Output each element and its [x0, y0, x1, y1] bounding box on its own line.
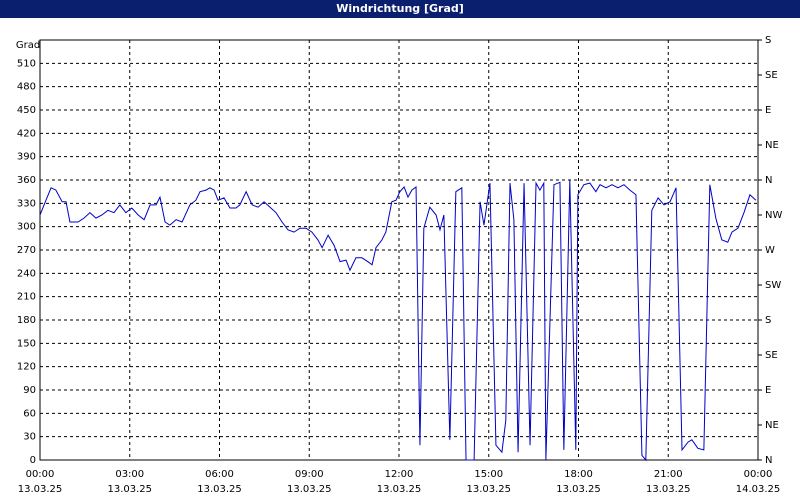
y-tick-label: 480 [17, 82, 36, 93]
y-tick-label: 180 [17, 315, 36, 326]
y2-tick-label: E [765, 105, 771, 116]
x-tick-label: 18:00 [564, 469, 593, 480]
x-tick-date: 13.03.25 [556, 484, 601, 495]
y-axis-label: Grad [16, 40, 40, 51]
y2-tick-label: SE [765, 70, 778, 81]
y2-tick-label: N [765, 175, 772, 186]
y-tick-label: 150 [17, 338, 36, 349]
y2-tick-label: S [765, 315, 771, 326]
y2-tick-label: SE [765, 350, 778, 361]
y-tick-label: 210 [17, 292, 36, 303]
x-tick-label: 21:00 [654, 469, 683, 480]
x-tick-label: 03:00 [115, 469, 144, 480]
y2-tick-label: N [765, 455, 772, 466]
chart-title: Windrichtung [Grad] [336, 2, 464, 15]
y-tick-label: 240 [17, 268, 36, 279]
y-tick-label: 300 [17, 222, 36, 233]
x-tick-date: 13.03.25 [466, 484, 511, 495]
y-tick-label: 0 [30, 455, 36, 466]
y-tick-label: 330 [17, 198, 36, 209]
x-tick-date: 13.03.25 [197, 484, 242, 495]
y2-tick-label: SW [765, 280, 781, 291]
x-tick-date: 14.03.25 [736, 484, 781, 495]
y2-tick-label: W [765, 245, 775, 256]
y2-tick-label: S [765, 35, 771, 46]
y-tick-label: 390 [17, 152, 36, 163]
title-bar [0, 0, 800, 18]
y-tick-label: 360 [17, 175, 36, 186]
x-tick-label: 06:00 [205, 469, 234, 480]
x-tick-date: 13.03.25 [18, 484, 63, 495]
x-tick-label: 00:00 [26, 469, 55, 480]
data-line [39, 179, 757, 462]
y-tick-label: 90 [23, 385, 36, 396]
x-tick-date: 13.03.25 [287, 484, 332, 495]
x-tick-label: 09:00 [295, 469, 324, 480]
y-tick-label: 30 [23, 432, 36, 443]
y-tick-label: 120 [17, 362, 36, 373]
y2-tick-label: E [765, 385, 771, 396]
y2-tick-label: NW [765, 210, 782, 221]
y2-tick-label: NE [765, 140, 779, 151]
x-tick-label: 00:00 [744, 469, 773, 480]
y-tick-label: 420 [17, 128, 36, 139]
x-tick-date: 13.03.25 [646, 484, 691, 495]
x-tick-label: 12:00 [385, 469, 414, 480]
y-tick-label: 450 [17, 105, 36, 116]
x-tick-date: 13.03.25 [377, 484, 422, 495]
y-tick-label: 510 [17, 58, 36, 69]
y2-tick-label: NE [765, 420, 779, 431]
x-tick-date: 13.03.25 [107, 484, 152, 495]
x-tick-label: 15:00 [474, 469, 503, 480]
y-tick-label: 270 [17, 245, 36, 256]
y-tick-label: 60 [23, 408, 36, 419]
